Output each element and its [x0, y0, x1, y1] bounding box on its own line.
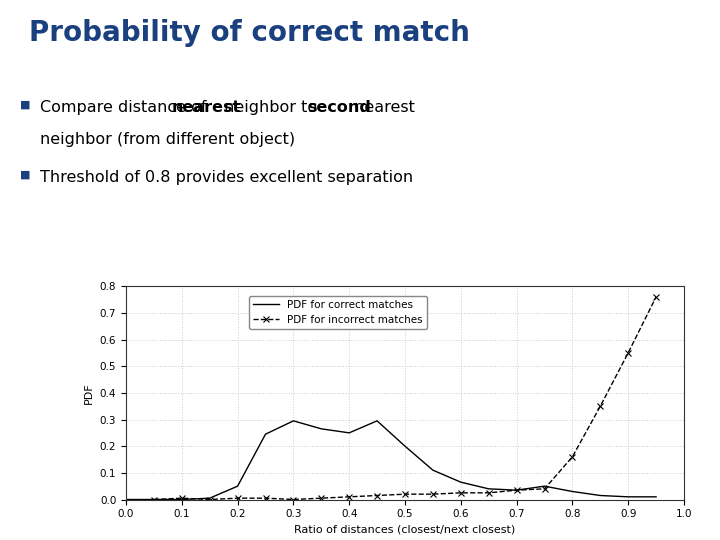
Text: nearest: nearest	[171, 100, 240, 115]
PDF for correct matches	[512, 487, 521, 494]
PDF for correct matches	[568, 488, 577, 495]
PDF for incorrect matches	[400, 491, 409, 497]
PDF for incorrect matches	[345, 494, 354, 500]
PDF for correct matches	[540, 483, 549, 489]
PDF for correct matches	[652, 494, 660, 500]
PDF for correct matches	[233, 483, 242, 489]
PDF for incorrect matches	[261, 495, 270, 502]
Y-axis label: PDF: PDF	[84, 382, 94, 404]
PDF for correct matches	[261, 431, 270, 437]
Text: ■: ■	[20, 100, 31, 110]
PDF for correct matches	[122, 496, 130, 503]
PDF for incorrect matches	[485, 490, 493, 496]
PDF for correct matches	[177, 496, 186, 503]
Text: second: second	[307, 100, 372, 115]
PDF for correct matches	[400, 443, 409, 449]
Text: ■: ■	[20, 170, 31, 180]
Legend: PDF for correct matches, PDF for incorrect matches: PDF for correct matches, PDF for incorre…	[249, 296, 427, 329]
PDF for correct matches	[150, 496, 158, 503]
Text: Probability of correct match: Probability of correct match	[29, 19, 469, 47]
PDF for correct matches	[624, 494, 632, 500]
PDF for correct matches	[485, 485, 493, 492]
Text: nearest: nearest	[349, 100, 415, 115]
PDF for incorrect matches	[289, 496, 298, 503]
PDF for incorrect matches	[624, 349, 632, 356]
PDF for correct matches	[345, 430, 354, 436]
PDF for incorrect matches	[652, 294, 660, 300]
X-axis label: Ratio of distances (closest/next closest): Ratio of distances (closest/next closest…	[294, 525, 516, 535]
PDF for correct matches	[289, 417, 298, 424]
Line: PDF for incorrect matches: PDF for incorrect matches	[151, 294, 659, 502]
PDF for incorrect matches	[177, 495, 186, 502]
PDF for incorrect matches	[317, 495, 325, 502]
PDF for correct matches	[205, 495, 214, 502]
PDF for correct matches	[596, 492, 605, 499]
Text: Threshold of 0.8 provides excellent separation: Threshold of 0.8 provides excellent sepa…	[40, 170, 413, 185]
Line: PDF for correct matches: PDF for correct matches	[126, 421, 656, 500]
PDF for correct matches	[428, 467, 437, 474]
Text: Compare distance of: Compare distance of	[40, 100, 211, 115]
Text: neighbor to: neighbor to	[219, 100, 322, 115]
PDF for incorrect matches	[540, 485, 549, 492]
PDF for correct matches	[317, 426, 325, 432]
PDF for correct matches	[456, 479, 465, 485]
PDF for incorrect matches	[233, 495, 242, 502]
PDF for incorrect matches	[596, 403, 605, 409]
PDF for incorrect matches	[512, 487, 521, 494]
PDF for incorrect matches	[150, 496, 158, 503]
PDF for incorrect matches	[568, 454, 577, 460]
Text: neighbor (from different object): neighbor (from different object)	[40, 132, 294, 147]
PDF for incorrect matches	[456, 490, 465, 496]
PDF for incorrect matches	[205, 496, 214, 503]
PDF for correct matches	[373, 417, 382, 424]
PDF for incorrect matches	[373, 492, 382, 499]
PDF for incorrect matches	[428, 491, 437, 497]
